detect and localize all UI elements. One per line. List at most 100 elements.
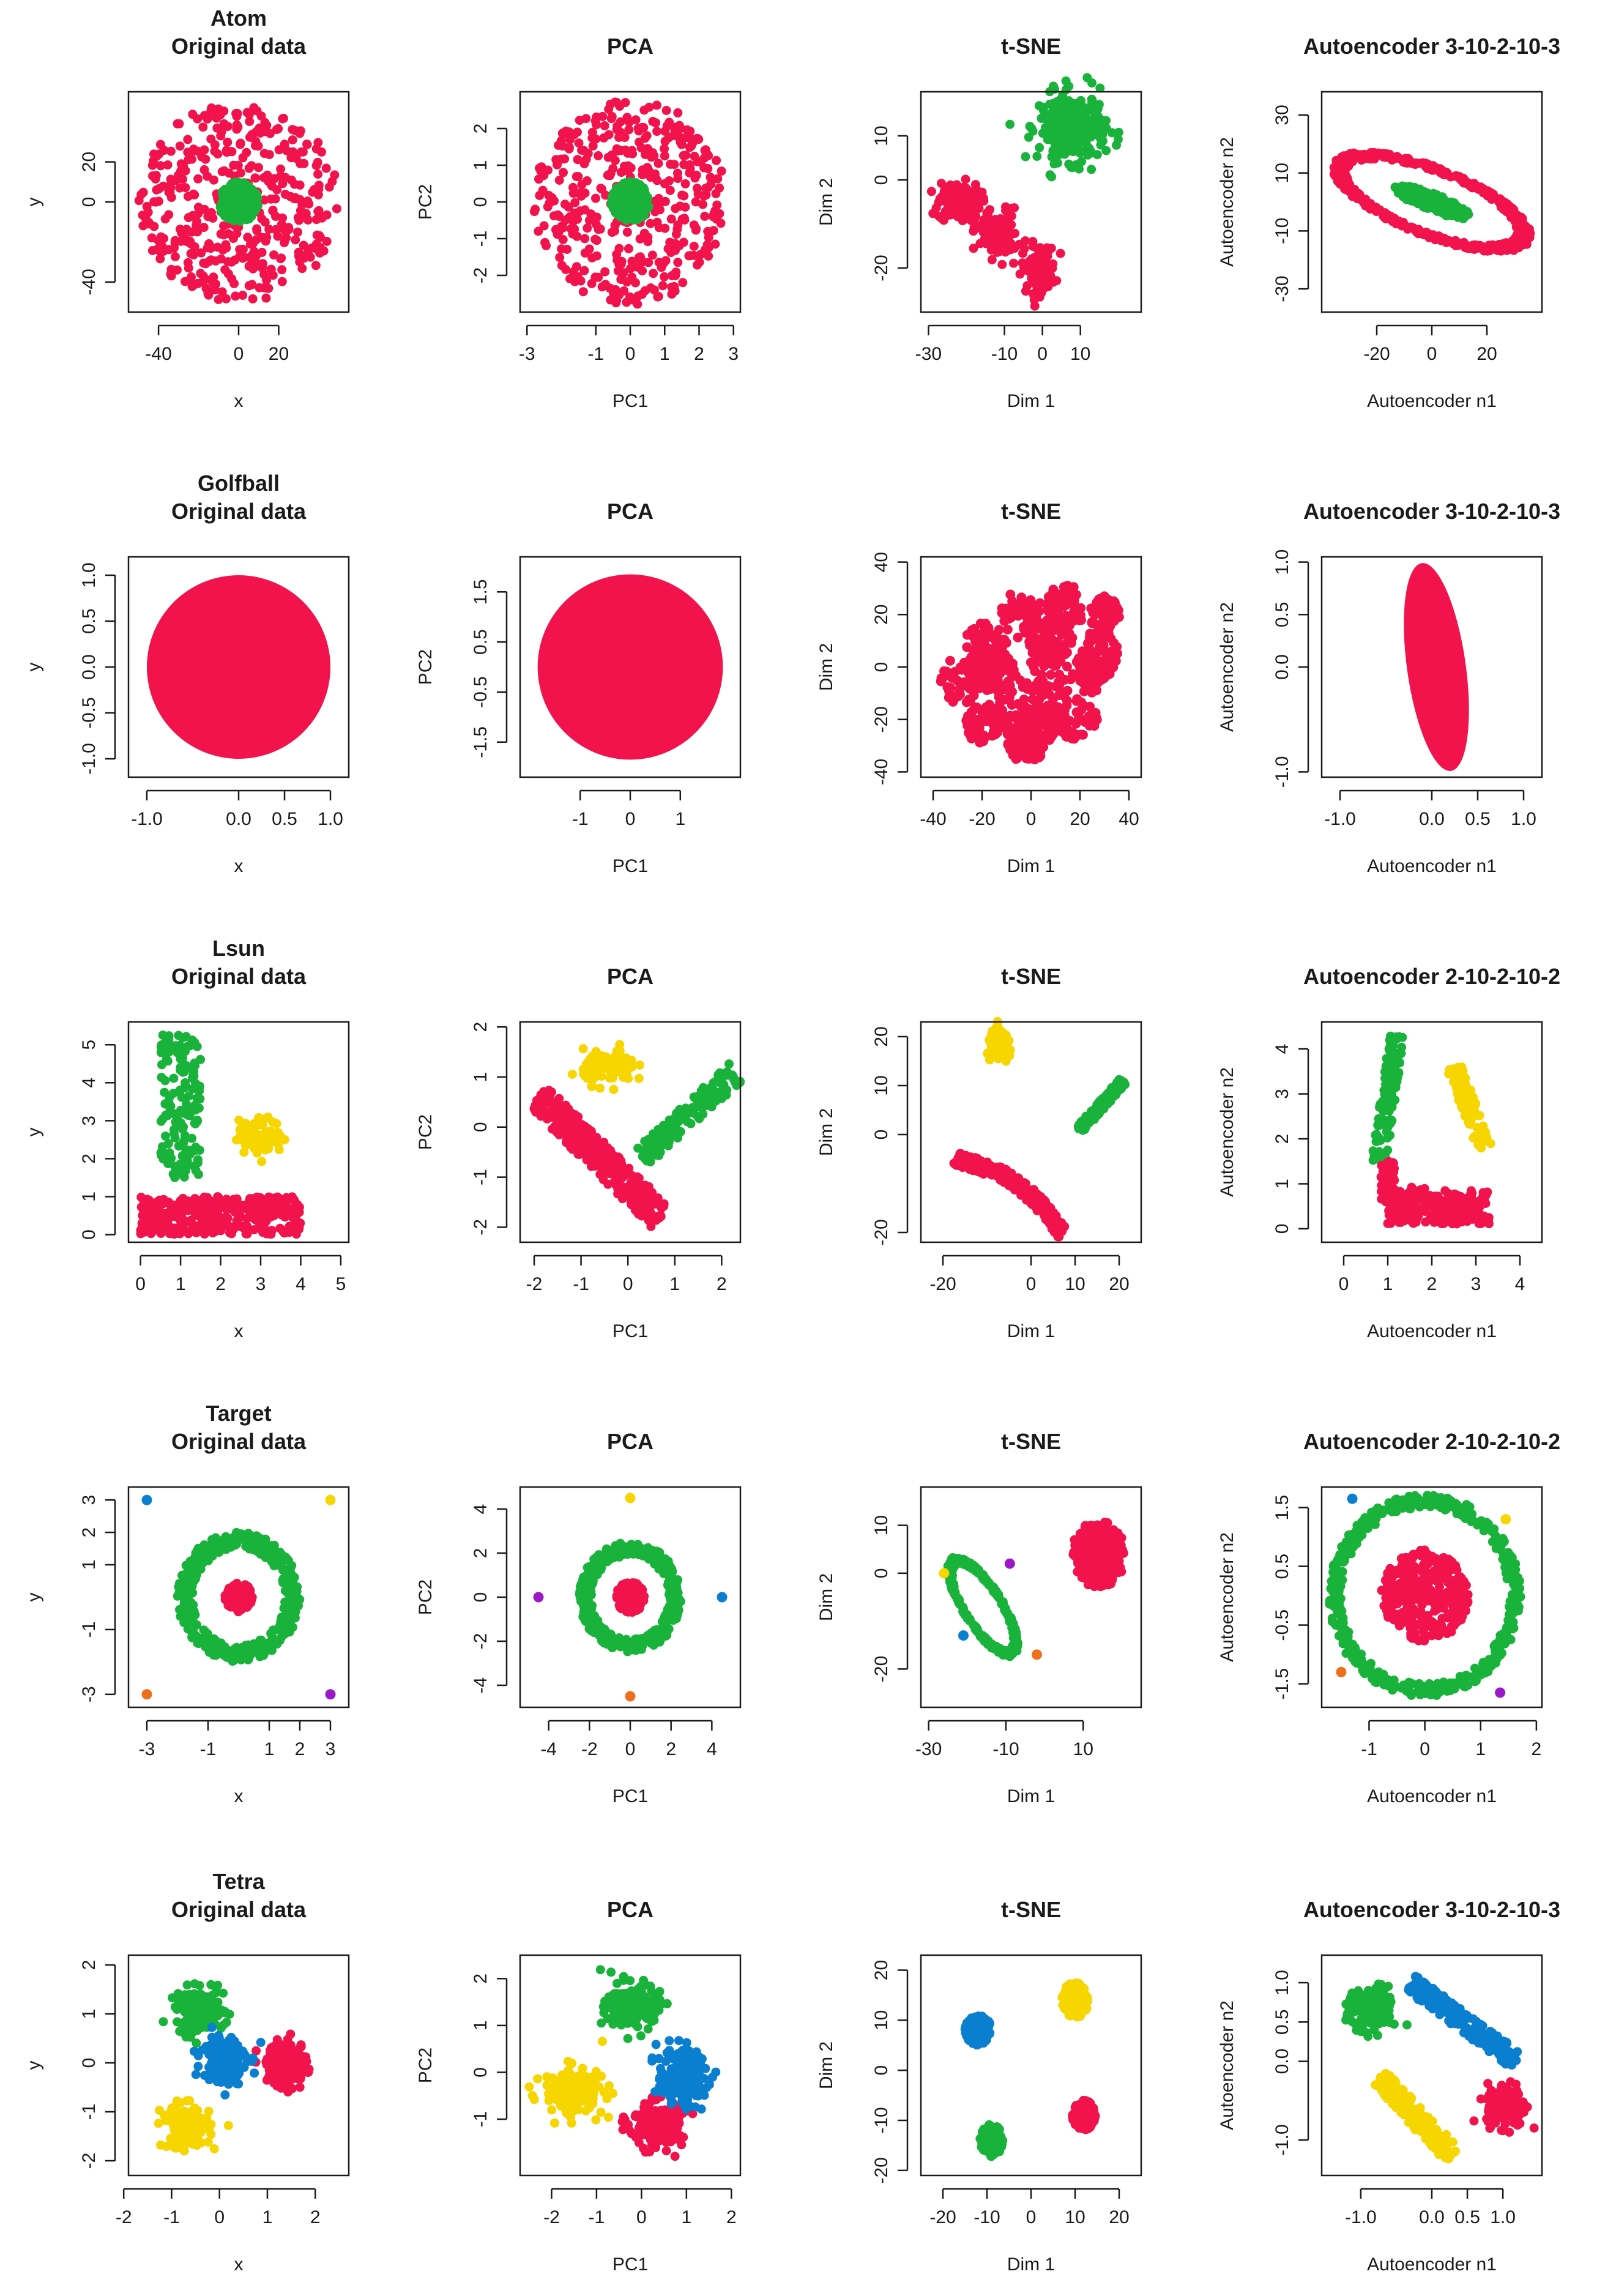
- point-green: [717, 1079, 726, 1089]
- point-red: [1460, 175, 1470, 185]
- x-tick-label: 0.0: [226, 809, 251, 829]
- point-red: [158, 247, 168, 256]
- point-green: [1066, 100, 1076, 110]
- point-red: [648, 117, 658, 126]
- x-tick-label: 20: [269, 344, 289, 364]
- point-red: [1059, 648, 1070, 658]
- point-green: [664, 1137, 674, 1147]
- point-red: [175, 141, 185, 151]
- point-red: [1109, 616, 1119, 626]
- point-red: [660, 144, 669, 154]
- point-red: [969, 244, 978, 253]
- point-red: [181, 183, 190, 193]
- point-red: [627, 272, 637, 282]
- y-tick-label: 1: [79, 1191, 99, 1202]
- point-red: [1434, 235, 1444, 244]
- point-red: [193, 227, 202, 237]
- x-tick-label: -10: [991, 344, 1018, 364]
- point-red: [701, 190, 711, 199]
- point-red: [174, 119, 184, 129]
- point-red: [961, 174, 970, 184]
- point-red: [1081, 682, 1092, 693]
- point-green: [1049, 81, 1058, 91]
- point-yellow: [567, 1070, 577, 1079]
- point-red: [252, 106, 262, 116]
- point-green: [631, 199, 641, 209]
- point-green: [181, 1078, 190, 1087]
- point-red: [206, 106, 216, 116]
- point-red: [597, 184, 607, 194]
- point-red: [587, 278, 597, 288]
- point-red: [217, 167, 227, 176]
- point-red: [666, 214, 676, 224]
- point-red: [183, 135, 193, 144]
- point-red: [564, 1133, 573, 1142]
- y-tick-label: -1.0: [1272, 756, 1292, 788]
- point-red: [700, 212, 710, 221]
- point-red: [258, 1228, 267, 1237]
- y-tick-label: -40: [79, 269, 99, 295]
- point-red: [231, 109, 241, 118]
- point-red: [1089, 609, 1100, 619]
- y-tick-label: 3: [79, 1116, 99, 1126]
- point-red: [288, 125, 297, 135]
- point-red: [600, 121, 609, 130]
- x-tick-label: -1.0: [131, 809, 163, 829]
- point-red: [223, 257, 233, 267]
- point-red: [1039, 269, 1049, 278]
- x-tick-label: -1.0: [1324, 809, 1356, 829]
- point-red: [706, 173, 715, 182]
- point-red: [290, 193, 300, 203]
- point-red: [673, 168, 682, 178]
- point-red: [677, 190, 687, 200]
- chart-title: Lsun: [212, 936, 265, 961]
- y-tick-label: 0.0: [1272, 654, 1292, 680]
- point-red: [276, 254, 286, 264]
- x-tick-label: 0: [625, 809, 636, 829]
- point-red: [565, 135, 575, 144]
- point-red: [151, 1223, 161, 1232]
- point-red: [180, 1206, 190, 1215]
- point-green: [1032, 152, 1042, 161]
- point-red: [227, 274, 237, 284]
- point-red: [199, 258, 209, 268]
- point-red: [611, 285, 620, 294]
- point-green: [649, 1145, 659, 1155]
- y-tick-label: -1.5: [471, 726, 491, 758]
- point-red: [674, 240, 684, 250]
- point-red: [204, 1211, 214, 1221]
- point-red: [259, 149, 269, 158]
- point-red: [203, 113, 212, 123]
- point-red: [277, 277, 287, 286]
- point-red: [313, 207, 323, 216]
- point-red: [580, 205, 590, 215]
- point-red: [670, 124, 680, 134]
- point-red: [184, 155, 193, 165]
- point-red: [717, 166, 726, 176]
- point-red: [247, 280, 257, 289]
- point-green: [1047, 172, 1057, 182]
- point-red: [294, 215, 304, 225]
- point-red: [554, 1117, 564, 1127]
- point-red: [652, 1195, 662, 1205]
- point-red: [291, 1223, 300, 1232]
- point-red: [1111, 656, 1121, 666]
- data-points: [529, 1040, 745, 1231]
- point-red: [156, 161, 166, 171]
- point-red: [1029, 600, 1039, 611]
- point-red: [997, 259, 1007, 269]
- y-tick-label: -0.5: [79, 697, 99, 729]
- point-red: [1011, 671, 1021, 681]
- point-red: [580, 248, 590, 258]
- y-axis: -1.00.00.51.0: [1272, 550, 1309, 788]
- point-red: [966, 652, 977, 662]
- point-red: [940, 206, 950, 216]
- point-red: [1010, 602, 1020, 613]
- point-red: [222, 294, 231, 304]
- point-red: [193, 1198, 203, 1207]
- point-red: [1002, 624, 1013, 635]
- point-green: [229, 212, 239, 222]
- point-red: [968, 726, 978, 737]
- point-red: [1494, 197, 1503, 207]
